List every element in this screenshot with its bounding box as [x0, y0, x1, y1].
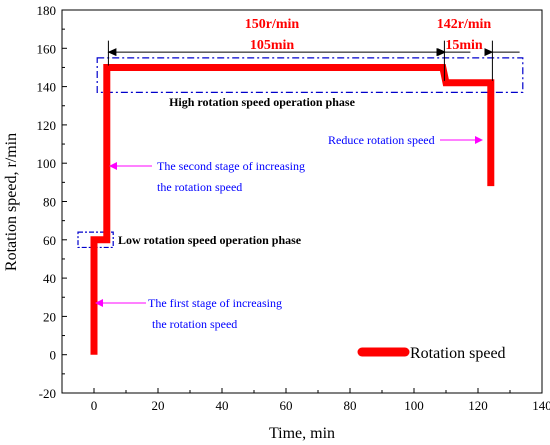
y-tick-label: 80: [43, 195, 56, 210]
x-tick-label: 120: [468, 398, 488, 413]
label-low-phase: Low rotation speed operation phase: [118, 233, 302, 247]
x-tick-label: 80: [344, 398, 357, 413]
label-first-stage-2: the rotation speed: [152, 317, 237, 331]
y-tick-label: 160: [37, 41, 57, 56]
y-tick-label: 100: [37, 156, 57, 171]
x-tick-label: 60: [280, 398, 293, 413]
x-axis-title: Time, min: [269, 425, 335, 442]
x-tick-label: 20: [152, 398, 165, 413]
y-tick-label: 0: [50, 348, 57, 363]
y-tick-label: 180: [37, 3, 57, 18]
label-reduce: Reduce rotation speed: [328, 133, 435, 147]
label-second-stage-1: The second stage of increasing: [157, 159, 305, 173]
high-phase-box: [96, 57, 524, 93]
label-high-phase: High rotation speed operation phase: [169, 95, 355, 109]
legend-label: Rotation speed: [410, 345, 506, 362]
label-first-stage-1: The first stage of increasing: [148, 296, 282, 310]
rotation-speed-line: [90, 63, 495, 355]
x-tick-label: 100: [404, 398, 424, 413]
y-tick-label: 60: [43, 233, 56, 248]
dimension-lines: [107, 40, 520, 81]
y-axis-ticks: -20 0 20 40 60 80 100 120 140 160 180: [37, 3, 67, 401]
label-105min: 105min: [250, 38, 295, 53]
y-tick-label: 120: [37, 118, 57, 133]
legend: Rotation speed: [357, 345, 506, 362]
label-second-stage-2: the rotation speed: [157, 180, 242, 194]
x-tick-label: 40: [216, 398, 229, 413]
y-tick-label: -20: [39, 386, 56, 401]
x-tick-label: 0: [91, 398, 98, 413]
y-axis-title: Rotation speed, r/min: [3, 133, 20, 271]
x-tick-label: 140: [532, 398, 550, 413]
label-150rpm: 150r/min: [245, 17, 300, 32]
label-142rpm: 142r/min: [437, 17, 492, 32]
y-tick-label: 140: [37, 80, 57, 95]
label-15min: 15min: [445, 38, 483, 53]
x-axis-ticks: 0 20 40 60 80 100 120 140: [61, 388, 550, 413]
y-tick-label: 20: [43, 309, 56, 324]
y-tick-label: 40: [43, 271, 56, 286]
